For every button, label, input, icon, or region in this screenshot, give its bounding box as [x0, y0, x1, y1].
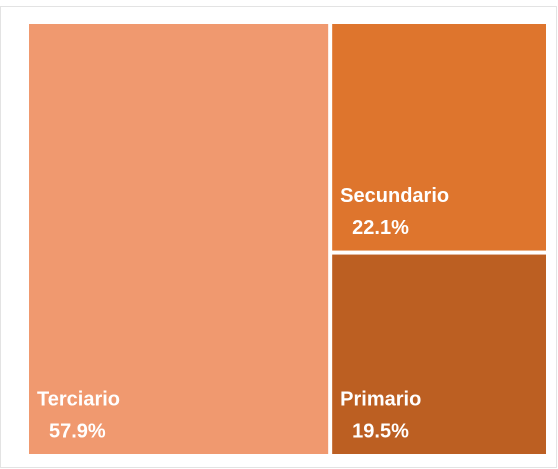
- cell-label: Secundario: [340, 185, 449, 207]
- cell-value-label: 57.9%: [49, 420, 106, 442]
- treemap-cell: [29, 24, 329, 454]
- cell-label: Terciario: [37, 388, 120, 410]
- cell-label: Primario: [340, 388, 421, 410]
- cell-value-label: 22.1%: [352, 217, 409, 239]
- treemap-cell: [332, 254, 546, 454]
- cell-value-label: 19.5%: [352, 420, 409, 442]
- treemap-cell: [332, 24, 546, 251]
- frame: [0, 6, 557, 468]
